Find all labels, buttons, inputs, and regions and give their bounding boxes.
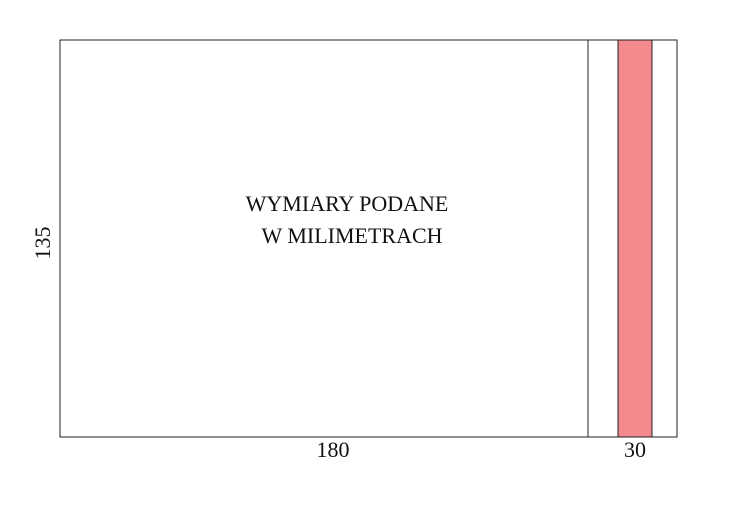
strip-label: 30 <box>624 437 646 462</box>
strip <box>617 39 653 438</box>
outline <box>59 39 678 438</box>
note-line: WYMIARY PODANE <box>246 191 449 216</box>
width-label: 180 <box>317 437 350 462</box>
note-line: W MILIMETRACH <box>261 223 442 248</box>
height-label: 135 <box>30 227 55 260</box>
